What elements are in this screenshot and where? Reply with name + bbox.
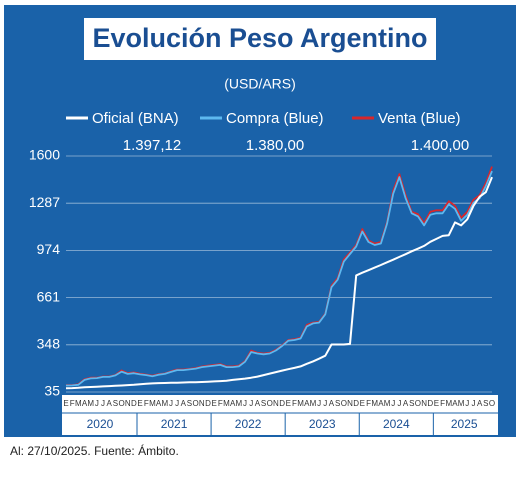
x-tick-label: F (218, 399, 223, 408)
x-tick-label: F (366, 399, 371, 408)
x-tick-label: N (199, 399, 205, 408)
x-tick-label: J (243, 399, 247, 408)
x-tick-label: J (391, 399, 395, 408)
y-tick-label: 974 (37, 241, 61, 257)
x-tick-label: S (409, 399, 414, 408)
x-tick-label: S (483, 399, 488, 408)
year-label: 2021 (161, 417, 188, 431)
x-tick-label: N (273, 399, 279, 408)
x-tick-label: O (118, 399, 124, 408)
x-tick-label: M (223, 399, 230, 408)
x-tick-label: A (230, 399, 236, 408)
x-tick-label: M (149, 399, 156, 408)
y-tick-label: 348 (37, 336, 61, 352)
y-tick-label: 661 (37, 288, 61, 304)
subtitle: (USD/ARS) (224, 76, 296, 92)
x-tick-label: J (175, 399, 179, 408)
x-tick-label: D (131, 399, 137, 408)
x-tick-label: M (458, 399, 465, 408)
x-tick-label: F (144, 399, 149, 408)
x-tick-label: A (156, 399, 162, 408)
x-tick-label: D (427, 399, 433, 408)
year-label: 2020 (87, 417, 114, 431)
x-tick-label: J (471, 399, 475, 408)
x-tick-label: M (310, 399, 317, 408)
legend-label: Venta (Blue) (378, 110, 461, 127)
x-tick-label: F (70, 399, 75, 408)
x-tick-label: J (249, 399, 253, 408)
year-label: 2022 (235, 417, 262, 431)
annotation: 1.380,00 (246, 137, 304, 154)
x-tick-label: A (477, 399, 483, 408)
x-tick-label: A (107, 399, 113, 408)
x-tick-label: A (181, 399, 187, 408)
x-tick-label: N (347, 399, 353, 408)
year-label: 2024 (383, 417, 410, 431)
x-tick-label: F (440, 399, 445, 408)
panel (4, 5, 516, 437)
annotation: 1.400,00 (411, 137, 469, 154)
x-tick-label: J (465, 399, 469, 408)
x-tick-label: F (292, 399, 297, 408)
x-tick-label: A (403, 399, 409, 408)
legend-label: Oficial (BNA) (92, 110, 179, 127)
x-tick-label: M (87, 399, 94, 408)
x-tick-label: E (212, 399, 217, 408)
x-tick-label: E (286, 399, 291, 408)
x-tick-label: A (82, 399, 88, 408)
series-line (65, 176, 493, 390)
x-tick-label: J (95, 399, 99, 408)
x-tick-label: M (236, 399, 243, 408)
x-tick-label: O (415, 399, 421, 408)
year-label: 2023 (309, 417, 336, 431)
x-tick-label: M (371, 399, 378, 408)
y-tick-label: 1287 (29, 194, 60, 210)
year-label: 2025 (451, 417, 478, 431)
x-tick-label: D (279, 399, 285, 408)
x-tick-label: S (187, 399, 192, 408)
x-tick-label: O (341, 399, 347, 408)
x-tick-label: N (125, 399, 131, 408)
x-tick-label: A (452, 399, 458, 408)
x-tick-label: A (304, 399, 310, 408)
x-tick-label: A (255, 399, 261, 408)
y-tick-label: 1600 (29, 147, 60, 163)
source: Al: 27/10/2025. Fuente: Ámbito. (10, 443, 179, 458)
x-tick-label: M (297, 399, 304, 408)
legend-label: Compra (Blue) (226, 110, 324, 127)
x-tick-label: N (421, 399, 427, 408)
annotation: 1.397,12 (123, 137, 181, 154)
x-tick-label: O (489, 399, 495, 408)
x-tick-label: E (360, 399, 365, 408)
x-tick-label: J (169, 399, 173, 408)
x-tick-label: J (317, 399, 321, 408)
title-box (84, 18, 436, 60)
x-tick-label: D (353, 399, 359, 408)
x-tick-label: J (323, 399, 327, 408)
x-tick-label: E (137, 399, 142, 408)
x-axis-band (62, 395, 498, 435)
x-tick-label: M (161, 399, 168, 408)
x-tick-label: A (378, 399, 384, 408)
x-tick-label: E (63, 399, 68, 408)
x-tick-label: O (193, 399, 199, 408)
x-tick-label: E (434, 399, 439, 408)
y-tick-label: 35 (44, 383, 60, 399)
x-tick-label: M (384, 399, 391, 408)
series-line (65, 170, 493, 387)
x-tick-label: S (335, 399, 340, 408)
x-tick-label: D (205, 399, 211, 408)
x-tick-label: S (113, 399, 118, 408)
x-tick-label: J (397, 399, 401, 408)
chart-title: Evolución Peso Argentino (92, 23, 427, 53)
x-tick-label: M (445, 399, 452, 408)
x-tick-label: M (75, 399, 82, 408)
x-tick-label: A (329, 399, 335, 408)
x-tick-label: S (261, 399, 266, 408)
x-tick-label: J (101, 399, 105, 408)
x-tick-label: O (267, 399, 273, 408)
